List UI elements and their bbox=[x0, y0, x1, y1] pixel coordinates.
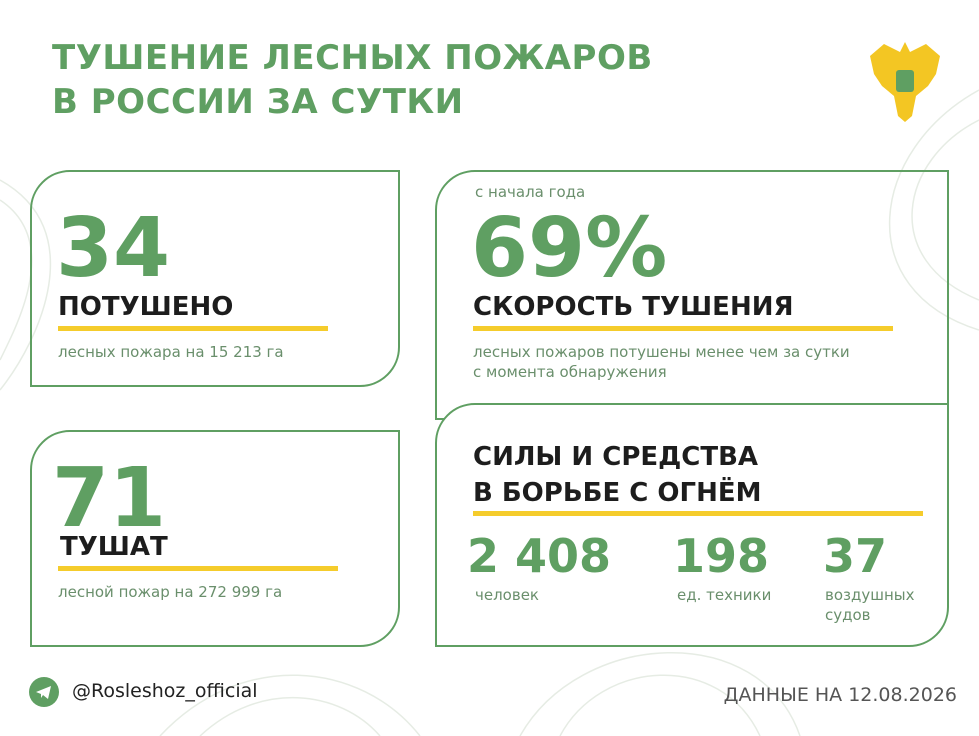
card-active: 71 ТУШАТ лесной пожар на 272 999 га bbox=[30, 430, 400, 647]
caption: с начала года bbox=[475, 183, 586, 201]
stat-value: 2 408 bbox=[467, 529, 612, 583]
label: ПОТУШЕНО bbox=[58, 292, 234, 322]
underline bbox=[473, 326, 893, 331]
stat-label: человек bbox=[475, 586, 539, 604]
description: лесных пожара на 15 213 га bbox=[58, 343, 284, 361]
card-speed: с начала года 69% СКОРОСТЬ ТУШЕНИЯ лесны… bbox=[435, 170, 949, 420]
card-title: СИЛЫ И СРЕДСТВА В БОРЬБЕ С ОГНЁМ bbox=[473, 442, 762, 508]
date: ДАННЫЕ НА 12.08.2026 bbox=[723, 684, 957, 706]
stat-label: воздушных судов bbox=[825, 586, 915, 624]
label: ТУШАТ bbox=[60, 532, 168, 562]
stat-label: ед. техники bbox=[677, 586, 772, 604]
number: 71 bbox=[52, 451, 167, 546]
title: ТУШЕНИЕ ЛЕСНЫХ ПОЖАРОВ В РОССИИ ЗА СУТКИ bbox=[52, 38, 653, 122]
label: СКОРОСТЬ ТУШЕНИЯ bbox=[473, 292, 794, 322]
card-forces: СИЛЫ И СРЕДСТВА В БОРЬБЕ С ОГНЁМ 2 408 че… bbox=[435, 403, 949, 647]
description: лесной пожар на 272 999 га bbox=[58, 583, 283, 601]
telegram-icon bbox=[29, 677, 59, 707]
social-handle[interactable]: @Rosleshoz_official bbox=[72, 680, 258, 702]
emblem bbox=[870, 42, 940, 122]
number: 69% bbox=[471, 201, 668, 296]
stat-value: 198 bbox=[673, 529, 770, 583]
description: лесных пожаров потушены менее чем за сут… bbox=[473, 343, 850, 381]
underline bbox=[58, 326, 328, 331]
stat-value: 37 bbox=[823, 529, 888, 583]
card-extinguished: 34 ПОТУШЕНО лесных пожара на 15 213 га bbox=[30, 170, 400, 387]
underline bbox=[473, 511, 923, 516]
underline bbox=[58, 566, 338, 571]
number: 34 bbox=[56, 201, 171, 296]
